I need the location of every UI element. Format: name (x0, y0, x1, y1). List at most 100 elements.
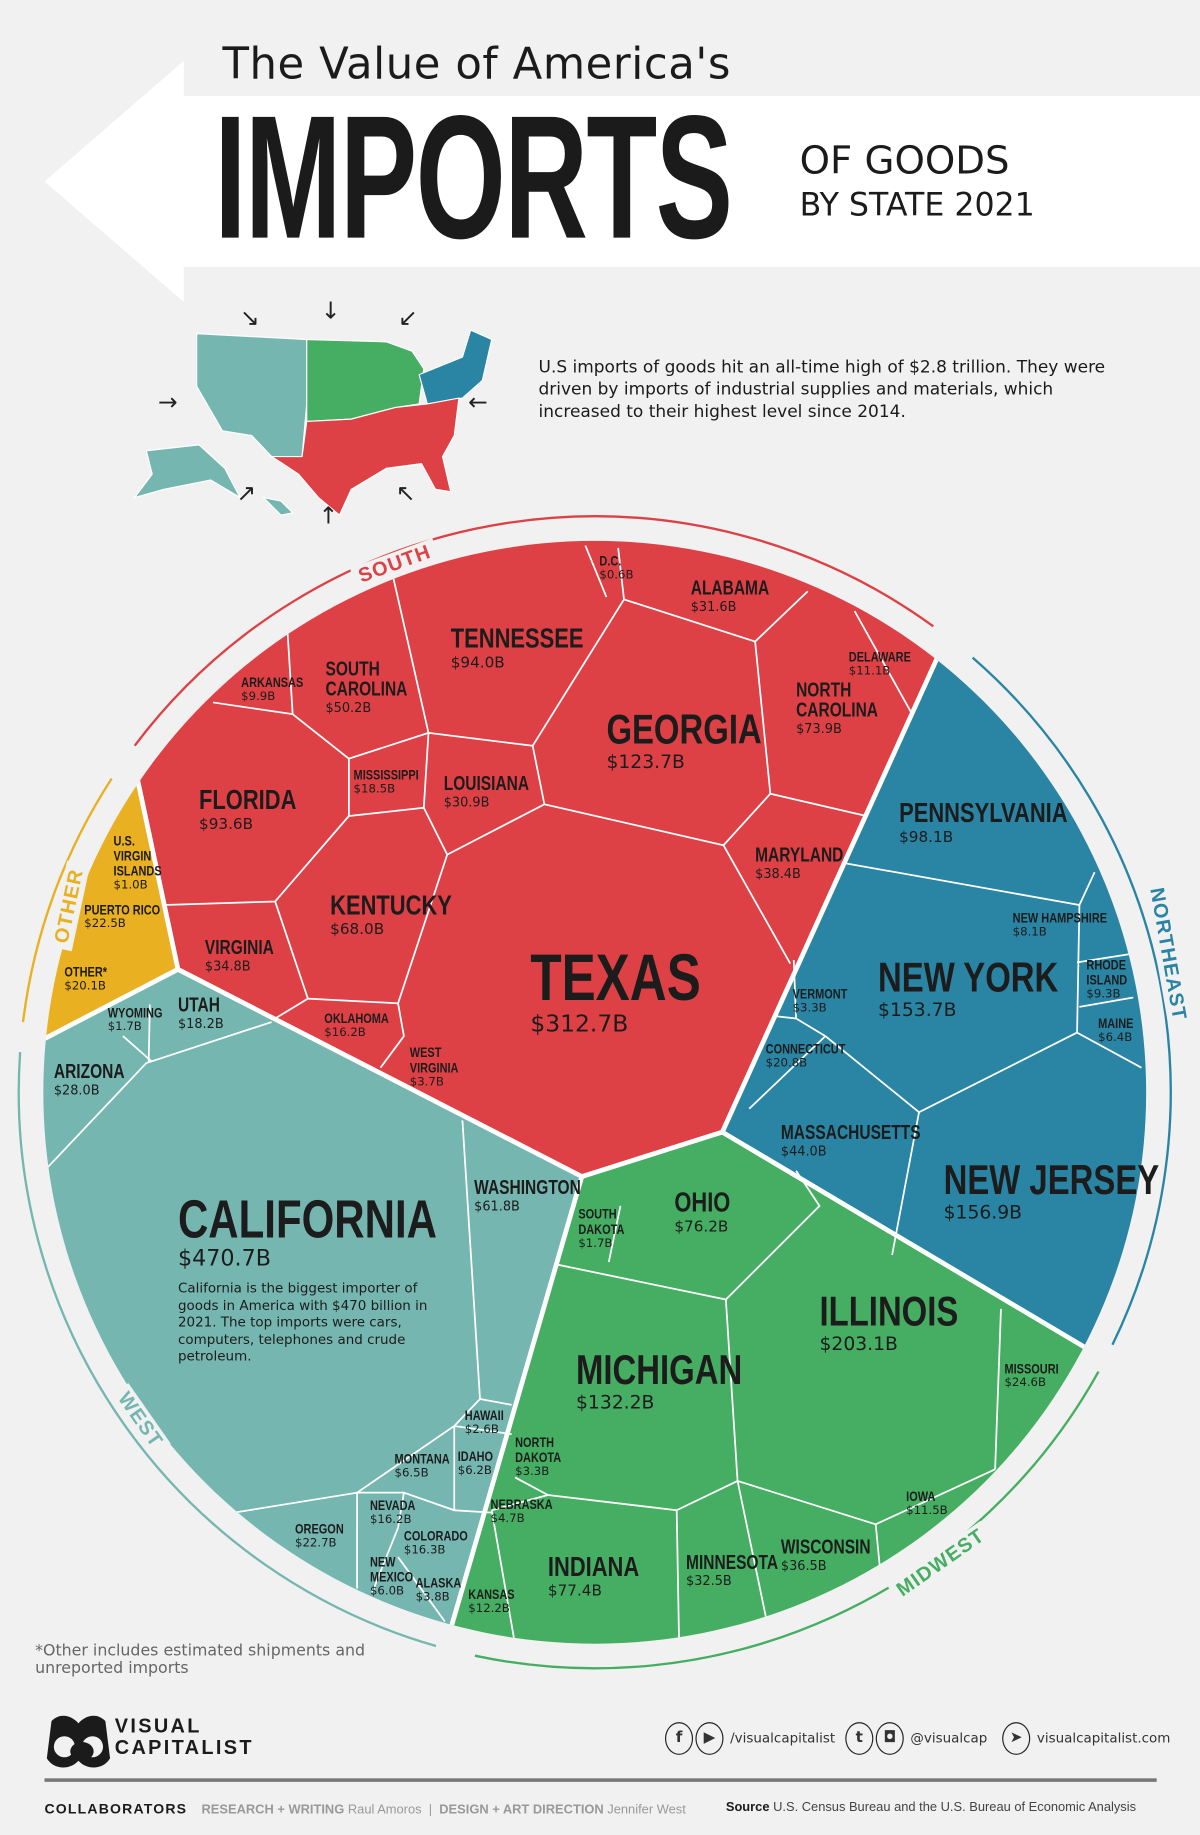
logo-line2: CAPITALIST (114, 1736, 254, 1759)
social-facebook-youtube[interactable]: f ▶ /visualcapitalist (664, 1722, 836, 1755)
facebook-youtube-handle[interactable]: /visualcapitalist (730, 1729, 836, 1747)
state-name: MAINE (1098, 1015, 1134, 1032)
state-value: $2.6B (464, 1423, 499, 1437)
state-value: $98.1B (899, 828, 954, 847)
state-name: COLORADO (403, 1527, 468, 1545)
ring-arc-midwest (474, 1370, 1100, 1670)
state-value: $156.9B (943, 1201, 1023, 1224)
state-value: $22.5B (84, 917, 126, 931)
state-name: MASSACHUSETTS (780, 1121, 921, 1144)
facebook-icon[interactable]: f (664, 1722, 694, 1755)
state-cell-new-mexico: NEW MEXICO $6.0B (369, 1553, 430, 1598)
footnote: *Other includes estimated shipments and … (35, 1641, 366, 1678)
state-name: UTAH (177, 993, 220, 1017)
import-arrow-icon: ↓ (321, 296, 341, 324)
state-cell-rhode-island: RHODE ISLAND $9.3B (1086, 956, 1154, 1001)
website-link[interactable]: ➤ visualcapitalist.com (1002, 1722, 1170, 1755)
state-cell-tennessee: TENNESSEE $94.0B (451, 625, 676, 671)
state-cell-idaho: IDAHO $6.2B (458, 1449, 533, 1477)
cell-border (748, 1035, 826, 1110)
cell-border (274, 997, 309, 1020)
state-cell-new-york: NEW YORK $153.7B (878, 956, 1133, 1019)
state-value: $22.7B (295, 1537, 337, 1551)
social-twitter-instagram[interactable]: t ◘ @visualcap (845, 1722, 987, 1755)
header-arrow-shape (44, 60, 1200, 303)
logo-text: VISUAL CAPITALIST (115, 1716, 254, 1758)
state-name: FLORIDA (199, 784, 297, 816)
state-value: $73.9B (796, 721, 842, 737)
state-name: OHIO (674, 1187, 731, 1219)
state-cell-south-carolina: SOUTH CAROLINA $50.2B (325, 659, 445, 714)
state-name: RHODE ISLAND (1086, 956, 1128, 989)
cell-border (122, 1035, 153, 1063)
state-value: $30.9B (443, 794, 490, 811)
twitter-icon[interactable]: t (845, 1722, 874, 1755)
import-arrow-icon: ← (468, 388, 488, 416)
state-cell-california: CALIFORNIA $470.7B California is the bigge… (178, 1192, 568, 1365)
cell-border (736, 1480, 768, 1622)
state-value: $93.6B (199, 815, 254, 834)
main-title: IMPORTS (214, 78, 733, 276)
state-value: $1.7B (578, 1237, 613, 1251)
state-value: $3.3B (792, 1002, 827, 1016)
state-cell-washington: WASHINGTON $61.8B (474, 1178, 639, 1213)
state-name: NEW MEXICO (369, 1553, 414, 1586)
state-name: PENNSYLVANIA (899, 797, 1068, 829)
import-arrow-icon: ↘ (240, 303, 260, 331)
state-value: $12.2B (468, 1602, 510, 1616)
state-value: $20.1B (64, 979, 106, 993)
twitter-instagram-handle[interactable]: @visualcap (910, 1729, 988, 1747)
state-cell-colorado: COLORADO $16.3B (403, 1527, 509, 1558)
state-name: IDAHO (457, 1448, 494, 1465)
state-name: MINNESOTA (686, 1551, 779, 1574)
visual-capitalist-logo-icon (46, 1715, 111, 1768)
state-name: NEW YORK (878, 952, 1059, 1001)
state-value: $44.0B (780, 1143, 827, 1160)
youtube-icon[interactable]: ▶ (695, 1722, 724, 1755)
state-cell-vermont: VERMONT $3.3B (792, 986, 898, 1016)
cell-border (147, 1004, 151, 1062)
source-text: U.S. Census Bureau and the U.S. Bureau o… (773, 1800, 1137, 1815)
state-value: $76.2B (674, 1218, 729, 1237)
cell-border (397, 1556, 446, 1622)
state-name: NEVADA (369, 1497, 416, 1514)
state-value: $16.3B (403, 1544, 446, 1558)
state-cell-puerto-rico: PUERTO RICO $22.5B (84, 902, 219, 931)
logo-line1: VISUAL (114, 1715, 202, 1738)
cell-border (146, 1021, 272, 1064)
state-value: $132.2B (575, 1390, 655, 1414)
state-cell-texas: TEXAS $312.7B (530, 944, 830, 1035)
state-value: $6.5B (394, 1466, 429, 1480)
state-name: NEBRASKA (490, 1496, 553, 1513)
cell-border (454, 1425, 512, 1436)
state-cell-montana: MONTANA $6.5B (394, 1451, 500, 1480)
supertitle: The Value of America's (222, 38, 732, 89)
cell-border (853, 610, 912, 713)
state-name: NORTH DAKOTA (515, 1434, 562, 1466)
state-value: $94.0B (450, 654, 505, 672)
state-name: LOUISIANA (443, 772, 530, 795)
website-url[interactable]: visualcapitalist.com (1036, 1729, 1171, 1747)
state-name: OTHER* (64, 963, 108, 980)
ring-arc-west (17, 1052, 437, 1648)
state-cell-new-hampshire: NEW HAMPSHIRE $8.1B (1012, 909, 1148, 939)
state-value: $4.7B (490, 1512, 525, 1526)
state-name: MISSOURI (1004, 1360, 1059, 1377)
state-cell-oklahoma: OKLAHOMA $16.2B (324, 1011, 444, 1040)
state-cell-illinois: ILLINOIS $203.1B (820, 1290, 1045, 1353)
cell-border (617, 547, 625, 600)
cell-border (274, 854, 449, 1005)
import-arrow-icon: → (158, 388, 178, 416)
state-value: $18.2B (177, 1016, 224, 1032)
state-cell-north-carolina: NORTH CAROLINA $73.9B (796, 680, 916, 735)
state-name: INDIANA (547, 1551, 640, 1583)
state-cell-oregon: OREGON $22.7B (295, 1521, 385, 1551)
state-value: $153.7B (878, 998, 957, 1021)
cell-border (824, 1035, 920, 1113)
state-value: $36.5B (780, 1558, 827, 1574)
instagram-icon[interactable]: ◘ (875, 1722, 904, 1755)
state-cell-missouri: MISSOURI $24.6B (1004, 1360, 1109, 1390)
cell-border (675, 1510, 680, 1640)
state-name: NEW HAMPSHIRE (1012, 909, 1108, 927)
state-name: TENNESSEE (450, 622, 584, 655)
